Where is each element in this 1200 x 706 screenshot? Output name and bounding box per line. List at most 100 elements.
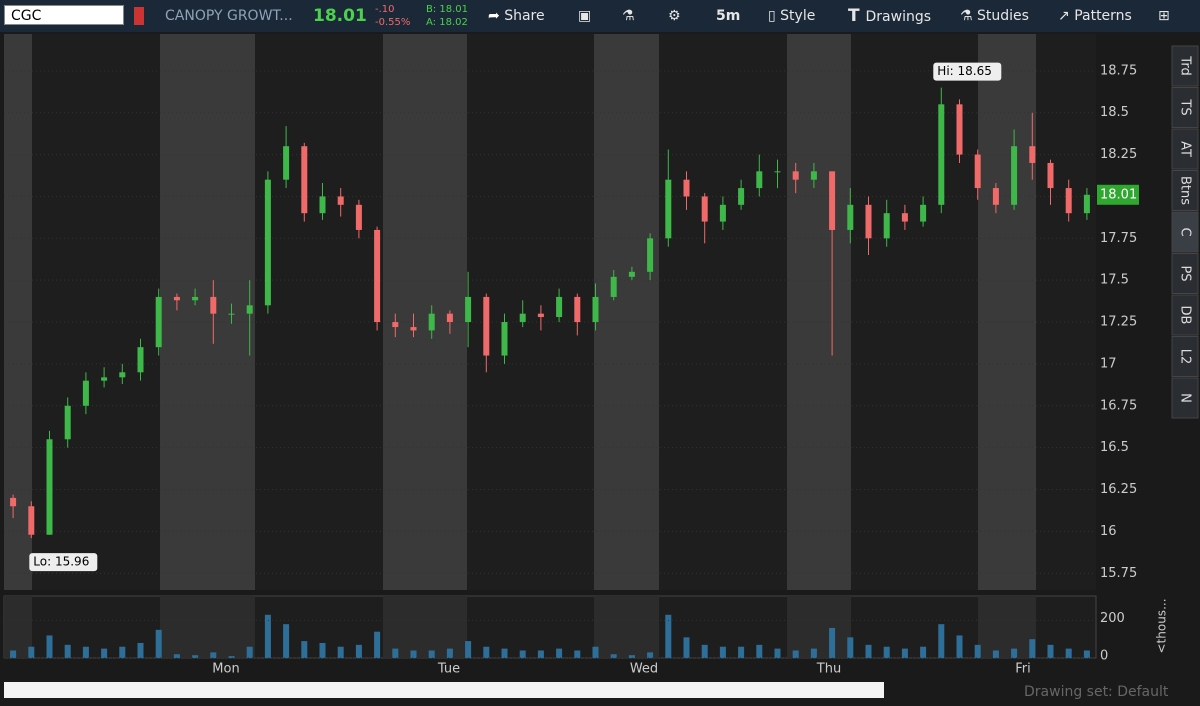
candle-body	[938, 104, 945, 205]
share-button[interactable]: ➦ Share	[488, 8, 545, 24]
style-label: Style	[780, 8, 816, 24]
volume-bar	[501, 648, 508, 658]
lab-button[interactable]: ⚗	[622, 8, 635, 24]
candle-body	[1083, 194, 1090, 214]
candle-body	[101, 377, 108, 381]
volume-bar	[974, 644, 981, 658]
sidebar-tab[interactable]	[1171, 87, 1199, 128]
sidebar-tab[interactable]	[1171, 45, 1199, 87]
y-tick-label: 18.5	[1100, 105, 1129, 120]
sidebar-tab[interactable]	[1171, 211, 1199, 253]
volume-bar	[756, 644, 763, 658]
studies-label: Studies	[977, 8, 1029, 24]
sidebar-tab-label: N	[1178, 393, 1193, 403]
watch-button[interactable]: ▣	[578, 8, 592, 24]
volume-bar	[119, 646, 126, 658]
sidebar-tab-label: TS	[1178, 98, 1193, 115]
sidebar-tab[interactable]	[1171, 253, 1199, 294]
volume-bar	[410, 650, 417, 658]
sidebar-tab[interactable]	[1171, 294, 1199, 336]
sidebar-tab[interactable]	[1171, 170, 1199, 211]
candle-body	[210, 296, 217, 314]
volume-bar	[210, 652, 217, 658]
volume-bar	[792, 650, 799, 658]
candle-body	[519, 313, 526, 323]
candle-body	[610, 276, 617, 297]
candle-body	[374, 229, 381, 323]
y-tick-label: 17	[1100, 356, 1117, 371]
sidebar-tab-label: Btns	[1178, 176, 1193, 205]
y-tick-label: 17.25	[1100, 315, 1137, 330]
volume-bar	[46, 635, 53, 658]
company-name: CANOPY GROWT...	[165, 8, 293, 24]
sidebar-tab-label: DB	[1178, 306, 1193, 325]
volume-bar	[374, 631, 381, 658]
candle-body	[901, 213, 908, 222]
sidebar-tab[interactable]	[1171, 128, 1199, 170]
candle-body	[829, 171, 836, 230]
volume-bar	[847, 637, 854, 658]
bid: B: 18.01	[426, 4, 469, 15]
candle-body	[920, 204, 927, 222]
volume-bar	[101, 648, 108, 658]
symbol-input[interactable]: CGC	[4, 5, 124, 25]
drawings-button[interactable]: T Drawings	[848, 6, 932, 26]
candle-body	[228, 313, 235, 315]
volume-bar	[774, 648, 781, 658]
sidebar-tab[interactable]	[1171, 377, 1199, 419]
more-button[interactable]: ⊞	[1158, 8, 1170, 24]
y-tick-label: 16.5	[1100, 440, 1129, 455]
volume-bar	[465, 641, 472, 658]
drawing-set[interactable]: Drawing set: Default	[1024, 684, 1169, 700]
patterns-button[interactable]: ↗ Patterns	[1058, 8, 1132, 24]
candle-body	[28, 506, 35, 535]
y-tick-label: 16.75	[1100, 398, 1137, 413]
candle-body	[628, 271, 635, 277]
y-tick-label: 18.25	[1100, 147, 1137, 162]
volume-bar	[574, 650, 581, 658]
volume-bar	[865, 644, 872, 658]
lo-label: Lo: 15.96	[29, 553, 98, 572]
change: -.10	[375, 4, 395, 15]
extended-hours	[383, 596, 467, 658]
x-tick-label: Mon	[212, 662, 239, 677]
studies-button[interactable]: ⚗ Studies	[960, 8, 1029, 24]
candle-body	[410, 327, 417, 331]
style-button[interactable]: ▯ Style	[768, 8, 816, 24]
volume-bar	[192, 655, 199, 658]
candle-body	[355, 204, 362, 230]
extended-hours	[787, 34, 851, 590]
candle-body	[264, 179, 271, 306]
volume-bar	[428, 650, 435, 658]
scrollbar[interactable]	[4, 682, 884, 698]
last-price-box	[1097, 184, 1139, 205]
candle-body	[810, 171, 817, 180]
volume-bar	[337, 646, 344, 658]
volume-bar	[719, 646, 726, 658]
candle-body	[592, 296, 599, 323]
volume-bar	[810, 648, 817, 658]
candle-body	[501, 322, 508, 356]
extended-hours	[978, 596, 1036, 658]
volume-bar	[956, 635, 963, 658]
volume-bar	[283, 624, 290, 658]
candle-body	[974, 154, 981, 189]
volume-bar	[446, 648, 453, 658]
sidebar-tab[interactable]	[1171, 336, 1199, 377]
candle-body	[428, 313, 435, 331]
extended-hours	[978, 34, 1036, 590]
candle-body	[883, 213, 890, 239]
x-tick-label: Wed	[630, 662, 658, 677]
drawings-label: Drawings	[865, 9, 932, 25]
last-price: 18.01	[313, 6, 367, 26]
volume-bar	[665, 614, 672, 658]
candle-body	[446, 313, 453, 323]
extended-hours	[594, 34, 659, 590]
candle-body	[556, 296, 563, 318]
candle-body	[701, 196, 708, 222]
volume-bar	[901, 648, 908, 658]
settings-button[interactable]: ⚙	[668, 8, 681, 24]
link-icon[interactable]	[134, 7, 144, 25]
interval-button[interactable]: 5m	[716, 8, 741, 24]
